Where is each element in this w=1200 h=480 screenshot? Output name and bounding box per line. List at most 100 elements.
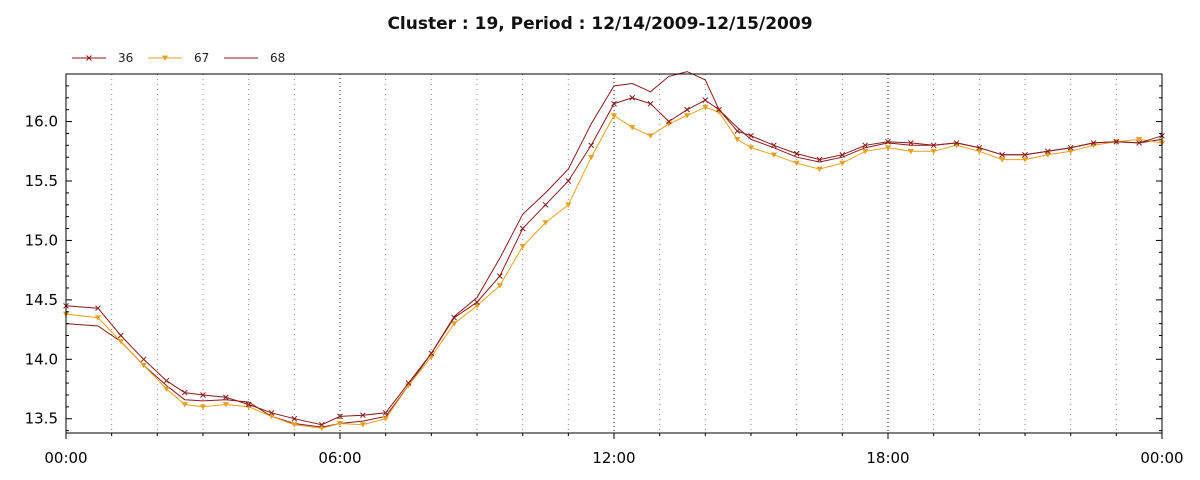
data-point (999, 151, 1006, 158)
x-tick-label: 12:00 (592, 449, 635, 467)
data-point (318, 421, 325, 428)
data-point (610, 113, 618, 119)
x-tick-label: 00:00 (1140, 449, 1183, 467)
y-tick-label: 14.5 (25, 291, 58, 309)
data-point (199, 404, 207, 410)
data-point (862, 148, 869, 155)
data-point (930, 142, 937, 149)
data-point (647, 133, 654, 139)
data-point (95, 305, 101, 312)
data-point (291, 415, 298, 422)
data-point (565, 178, 572, 184)
data-point (291, 422, 298, 428)
data-point (163, 386, 170, 392)
data-point (1044, 148, 1051, 155)
data-point (474, 299, 480, 306)
data-point (683, 113, 691, 119)
data-point (588, 142, 595, 149)
data-point (140, 356, 147, 363)
data-point (428, 350, 435, 357)
data-point (542, 220, 549, 226)
data-point (629, 125, 636, 131)
data-point (473, 303, 481, 309)
data-point (337, 413, 343, 420)
data-point (542, 201, 549, 208)
y-tick-label: 15.0 (25, 231, 58, 249)
data-point (611, 100, 617, 107)
data-point (336, 421, 344, 427)
x-tick-label: 00:00 (44, 449, 87, 467)
data-point (451, 321, 458, 327)
data-point (647, 100, 654, 107)
x-tick-label: 18:00 (866, 449, 909, 467)
legend-item-67: 67 (148, 51, 209, 65)
data-point (496, 283, 503, 289)
data-point (702, 104, 709, 111)
series-line-68 (65, 71, 1163, 428)
data-point (163, 377, 170, 384)
data-point (907, 148, 914, 155)
data-point (1067, 148, 1074, 155)
data-point (839, 151, 846, 158)
data-point (519, 225, 526, 232)
data-point (684, 106, 690, 113)
series-layer (62, 71, 1166, 432)
data-point (200, 392, 206, 398)
data-point (181, 389, 188, 396)
data-point (907, 140, 914, 146)
data-point (1021, 157, 1029, 163)
data-point (976, 148, 983, 155)
series-line-67 (65, 106, 1163, 429)
data-point (1113, 138, 1120, 145)
data-point (884, 145, 892, 151)
series-36 (63, 94, 1165, 428)
data-point (1090, 140, 1097, 146)
data-point (1067, 144, 1074, 151)
data-point (1044, 152, 1051, 158)
x-tick-label: 06:00 (318, 449, 361, 467)
legend: 36 67 68 (72, 51, 285, 65)
data-point (382, 409, 389, 416)
data-point (793, 150, 800, 157)
data-point (930, 148, 937, 155)
data-point (140, 362, 147, 369)
data-point (999, 157, 1006, 163)
plot-frame (65, 73, 1163, 434)
data-point (747, 145, 755, 151)
data-point (816, 156, 823, 163)
data-point (588, 154, 595, 161)
data-point (359, 412, 366, 419)
data-point (770, 152, 777, 158)
grid-lines (111, 74, 1117, 433)
data-point (1136, 137, 1143, 143)
data-point (405, 380, 412, 386)
chart-title: Cluster : 19, Period : 12/14/2009-12/15/… (387, 14, 813, 34)
data-point (862, 142, 869, 149)
data-point (734, 137, 741, 143)
data-point (359, 422, 366, 428)
data-point (451, 314, 458, 321)
data-point (748, 132, 754, 139)
data-point (953, 140, 960, 146)
data-point (1022, 151, 1028, 158)
data-point (976, 144, 983, 151)
data-point (793, 160, 800, 167)
data-point (181, 402, 188, 408)
data-point (318, 425, 325, 432)
data-point (770, 142, 777, 149)
data-point (1136, 140, 1143, 146)
y-tick-label: 15.5 (25, 172, 58, 190)
data-point (268, 409, 275, 416)
data-point (268, 413, 275, 420)
axes: 13.5 14.0 14.5 15.0 15.5 16.0 00:00 06:00 12:00 1… (25, 73, 1184, 467)
data-point (629, 94, 636, 101)
series-67 (62, 104, 1166, 432)
y-tick-label: 16.0 (25, 113, 58, 131)
legend-label: 68 (270, 51, 285, 65)
data-point (496, 273, 503, 279)
data-point (428, 354, 435, 360)
y-tick-label: 14.0 (25, 350, 58, 368)
data-point (222, 394, 229, 401)
legend-label: 67 (194, 51, 209, 65)
legend-item-68: 68 (224, 51, 285, 65)
